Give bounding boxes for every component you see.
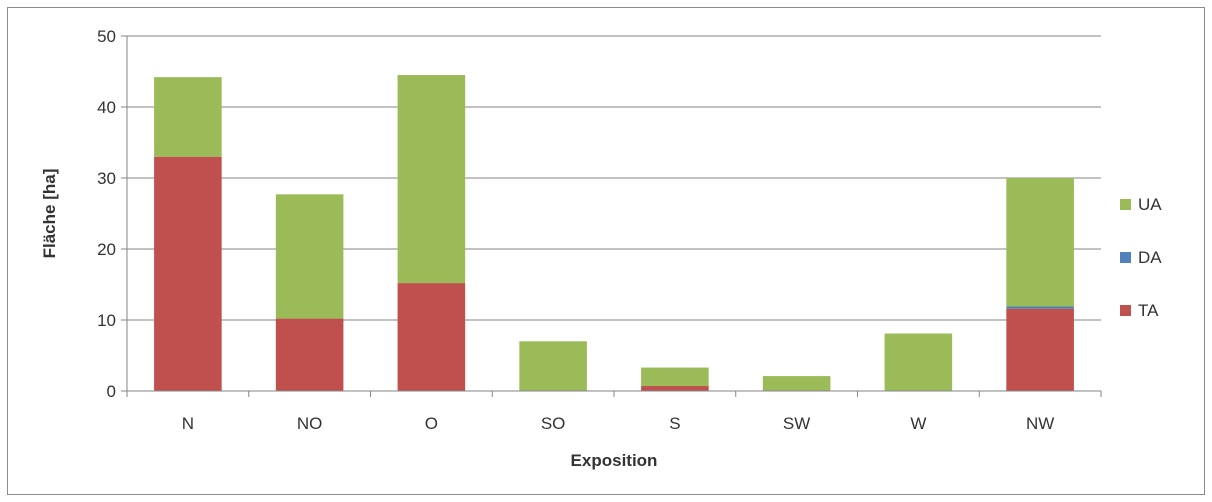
bar-ua-o [397,75,466,284]
bar-ta-no [275,318,344,391]
x-tick-label: SO [541,414,566,433]
y-tick-label: 30 [97,169,116,188]
legend-label-ua: UA [1138,195,1162,214]
bar-ua-so [519,341,587,391]
y-axis-title: Fläche [ha] [40,169,59,259]
legend: UA DA TA [1120,195,1162,320]
x-tick-label: N [182,414,194,433]
bar-ta-n [154,156,222,391]
bar-da-nw [1006,306,1074,309]
bar-ta-o [397,283,466,391]
legend-label-ta: TA [1138,301,1159,320]
bar-ua-no [275,194,344,319]
bar-ua-s [641,367,709,387]
bar-ta-nw [1006,308,1074,391]
y-tick-label: 20 [97,240,116,259]
x-tick-label: W [910,414,926,433]
y-tick-label: 40 [97,98,116,117]
axes [126,36,1101,392]
bar-ua-n [154,77,222,157]
chart-frame: 0 10 20 30 40 50 N NO O SO S SW W NW Exposition Fläc… [7,7,1205,495]
x-tick-label: O [425,414,438,433]
gridlines [127,35,1101,321]
x-tick-label: NO [297,414,323,433]
y-tick-label: 10 [97,311,116,330]
y-tick-labels: 0 10 20 30 40 50 [97,27,127,401]
legend-swatch-ta [1120,305,1131,316]
x-tick-label: NW [1026,414,1054,433]
x-tick-labels: N NO O SO S SW W NW [126,391,1102,433]
legend-swatch-ua [1120,199,1131,210]
bar-ta-s [641,386,709,391]
bar-ua-w [884,333,953,391]
bars [154,75,1074,391]
legend-label-da: DA [1138,248,1162,267]
bar-ua-sw [762,376,831,391]
x-axis-title: Exposition [571,451,658,470]
stacked-bar-chart: 0 10 20 30 40 50 N NO O SO S SW W NW Exposition Fläc… [40,27,1162,470]
bar-ua-nw [1006,178,1074,307]
x-tick-label: SW [783,414,810,433]
x-tick-label: S [669,414,680,433]
y-tick-label: 0 [107,382,116,401]
legend-swatch-da [1120,252,1131,263]
y-tick-label: 50 [97,27,116,46]
